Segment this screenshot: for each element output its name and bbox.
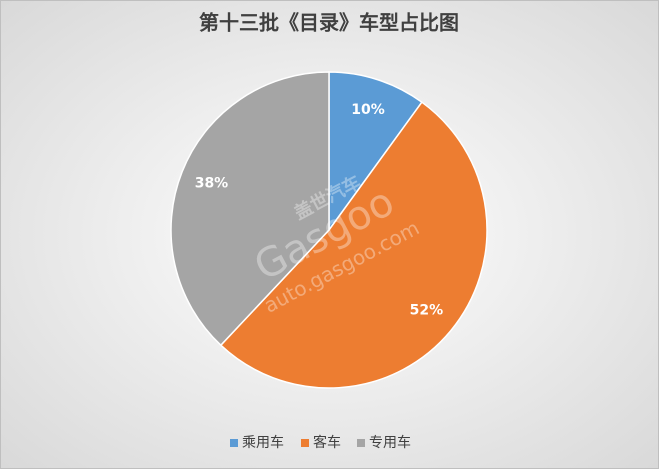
pie-slice bbox=[170, 71, 330, 347]
pie-slice bbox=[219, 101, 488, 389]
data-label: 10% bbox=[351, 102, 385, 118]
legend-swatch bbox=[301, 439, 309, 447]
legend-label: 客车 bbox=[313, 434, 341, 451]
chart-title: 第十三批《目录》车型占比图 bbox=[199, 11, 459, 35]
legend-label: 专用车 bbox=[369, 434, 411, 451]
legend-swatch bbox=[230, 439, 238, 447]
data-label: 38% bbox=[195, 175, 229, 191]
legend-label: 乘用车 bbox=[242, 434, 284, 451]
pie-slice bbox=[328, 71, 423, 233]
data-label: 52% bbox=[410, 303, 444, 319]
legend-swatch bbox=[357, 439, 365, 447]
